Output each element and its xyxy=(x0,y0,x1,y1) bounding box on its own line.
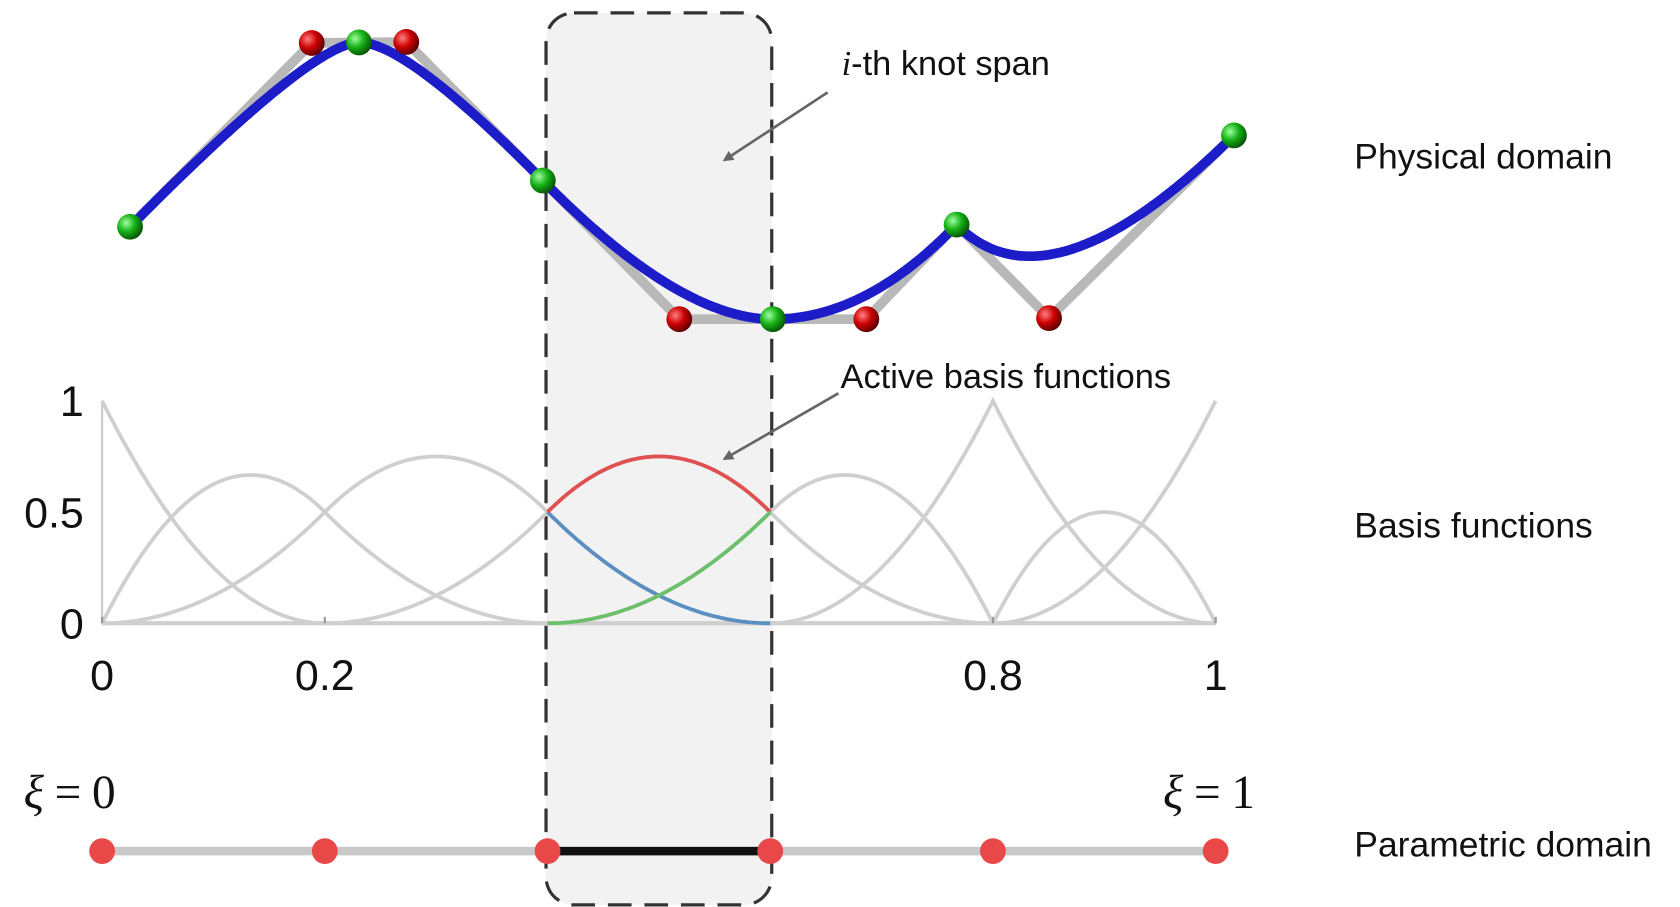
knot xyxy=(1203,838,1229,864)
active-label: Active basis functions xyxy=(841,358,1172,396)
knot-point xyxy=(1221,123,1247,149)
side-label: Parametric domain xyxy=(1354,824,1652,864)
symbol: ξ xyxy=(1163,767,1184,819)
x-tick-label: 1 xyxy=(1204,652,1228,700)
control-point xyxy=(299,30,325,56)
control-point xyxy=(666,306,692,332)
figure: 0 0.5 1 0 0.2 0.8 1 i-th knot span Active basi… xyxy=(0,0,1680,907)
y-tick-label: 1 xyxy=(60,378,84,426)
symbol: i xyxy=(842,45,852,83)
symbol: ξ xyxy=(24,767,45,819)
x-tick-label: 0 xyxy=(90,652,114,700)
control-point xyxy=(393,29,419,55)
knot-point xyxy=(530,168,556,194)
knot-point xyxy=(346,30,372,56)
y-tick-label: 0.5 xyxy=(24,490,84,538)
label: -th knot span xyxy=(851,45,1050,83)
relation: = xyxy=(1194,767,1221,819)
knot xyxy=(312,838,338,864)
y-tick-label: 0 xyxy=(60,600,84,648)
knot-point xyxy=(944,212,970,238)
control-point xyxy=(853,306,879,332)
xi-start: ξ=0 xyxy=(24,767,116,819)
side-label: Physical domain xyxy=(1354,137,1612,177)
knot xyxy=(535,838,561,864)
knot-span-box xyxy=(546,13,772,905)
knot-point xyxy=(117,214,143,240)
side-label: Basis functions xyxy=(1354,505,1592,545)
value: 0 xyxy=(92,767,116,819)
knot xyxy=(89,838,115,864)
knot-point xyxy=(760,306,786,332)
relation: = xyxy=(55,767,82,819)
knot xyxy=(980,838,1006,864)
control-point xyxy=(1036,305,1062,331)
value: 1 xyxy=(1231,767,1255,819)
xi-end: ξ=1 xyxy=(1163,767,1255,819)
x-tick-label: 0.8 xyxy=(963,652,1023,700)
knot xyxy=(757,838,783,864)
x-tick-label: 0.2 xyxy=(295,652,355,700)
page: {"annotations": {"knot_span": {"symbol":… xyxy=(0,0,1680,907)
knot-span-label: i-th knot span xyxy=(842,45,1050,83)
